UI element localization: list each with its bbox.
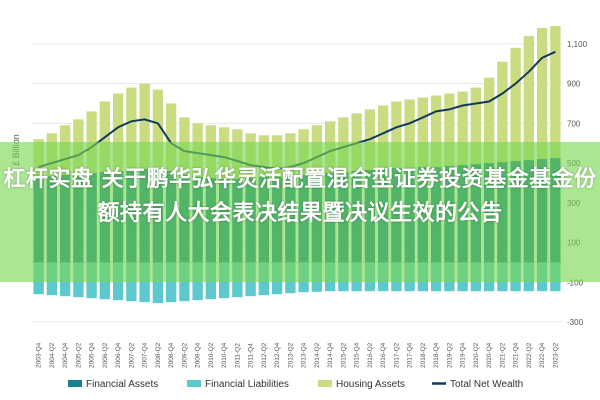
x-tick-label: 2019-Q2 (446, 342, 453, 368)
x-tick-label: 2017-Q4 (407, 342, 414, 368)
financial-liabilities-bar (139, 262, 150, 303)
x-tick-label: 2011-Q2 (234, 343, 241, 368)
overlay-banner (0, 142, 600, 282)
housing-assets-bar (404, 99, 415, 169)
housing-assets-bar (391, 101, 402, 169)
x-tick-label: 2013-Q4 (301, 342, 308, 368)
x-tick-label: 2007-Q2 (128, 342, 135, 368)
x-tick-label: 2021-Q4 (513, 342, 520, 368)
y-tick-label: 900 (567, 80, 581, 89)
x-tick-label: 2014-Q4 (327, 342, 334, 368)
x-tick-label: 2012-Q4 (274, 342, 281, 368)
housing-assets-bar (126, 87, 137, 171)
housing-assets-bar (417, 97, 429, 168)
x-tick-label: 2010-Q2 (208, 342, 215, 368)
x-tick-label: 2018-Q2 (420, 342, 427, 368)
legend-swatch (318, 380, 332, 387)
x-tick-label: 2006-Q4 (115, 342, 122, 368)
financial-liabilities-bar (165, 262, 177, 303)
x-tick-label: 2004-Q2 (49, 342, 56, 368)
x-tick-label: 2019-Q4 (460, 342, 467, 368)
housing-assets-bar (523, 35, 535, 161)
overlay-headline: 杠杆实盘 关于鹏华弘华灵活配置混合型证券投资基金基金份额持有人大会表决结果暨决议… (3, 167, 597, 226)
x-tick-label: 2005-Q4 (89, 342, 96, 368)
x-tick-label: 2023-Q2 (552, 342, 559, 368)
x-tick-label: 2009-Q2 (181, 342, 188, 368)
x-tick-label: 2010-Q4 (221, 342, 228, 368)
x-tick-label: 2007-Q4 (142, 342, 149, 368)
x-tick-label: 2022-Q2 (526, 342, 533, 368)
legend-label: Financial Assets (86, 379, 158, 390)
housing-assets-bar (165, 103, 177, 172)
x-tick-label: 2015-Q2 (340, 342, 347, 368)
x-tick-label: 2016-Q4 (380, 342, 387, 368)
y-tick-label: -300 (567, 318, 584, 327)
x-tick-label: 2005-Q2 (75, 342, 82, 368)
housing-assets-bar (152, 89, 164, 170)
legend-label: Housing Assets (336, 379, 405, 390)
x-tick-label: 2009-Q4 (195, 342, 202, 368)
housing-assets-bar (483, 77, 495, 164)
housing-assets-bar (112, 93, 124, 172)
housing-assets-bar (139, 83, 150, 170)
x-tick-label: 2008-Q4 (168, 342, 175, 368)
y-tick-label: 1,100 (567, 40, 588, 49)
x-tick-label: 2020-Q2 (473, 342, 480, 368)
x-tick-label: 2015-Q4 (354, 342, 361, 368)
x-tick-label: 2006-Q2 (102, 342, 109, 368)
x-tick-label: 2014-Q2 (314, 342, 321, 368)
legend-label: Financial Liabilities (205, 379, 289, 390)
financial-liabilities-bar (152, 262, 164, 304)
legend-label: Total Net Wealth (450, 379, 523, 390)
housing-assets-bar (457, 91, 468, 166)
x-tick-label: 2004-Q4 (62, 342, 69, 368)
housing-assets-bar (430, 95, 442, 168)
x-tick-label: 2021-Q2 (499, 342, 506, 368)
housing-assets-bar (497, 61, 508, 163)
housing-assets-bar (536, 27, 548, 160)
legend-swatch (68, 380, 82, 387)
legend: Financial Assets Financial Liabilities Hou… (68, 379, 523, 390)
housing-assets-bar (470, 87, 482, 165)
housing-assets-bar (377, 105, 389, 170)
housing-assets-bar (444, 93, 455, 167)
x-axis-ticks: 2003-Q4 2004-Q2 2004-Q4 2005-Q2 2005-Q4 2006-… (36, 342, 560, 368)
housing-assets-bar (550, 25, 561, 159)
x-tick-label: 2003-Q4 (36, 342, 43, 368)
x-tick-label: 2008-Q2 (155, 342, 162, 368)
x-tick-label: 2017-Q2 (393, 342, 400, 368)
legend-swatch (187, 380, 201, 387)
x-tick-label: 2013-Q2 (287, 342, 294, 368)
x-tick-label: 2020-Q4 (486, 342, 493, 368)
x-tick-label: 2022-Q4 (539, 342, 546, 368)
x-tick-label: 2016-Q2 (367, 342, 374, 368)
y-tick-label: 700 (567, 119, 581, 128)
y-tick-label: -100 (567, 278, 584, 287)
housing-assets-bar (510, 47, 521, 162)
x-tick-label: 2018-Q4 (433, 342, 440, 368)
x-tick-label: 2012-Q2 (261, 342, 268, 368)
x-tick-label: 2011-Q4 (248, 343, 255, 368)
